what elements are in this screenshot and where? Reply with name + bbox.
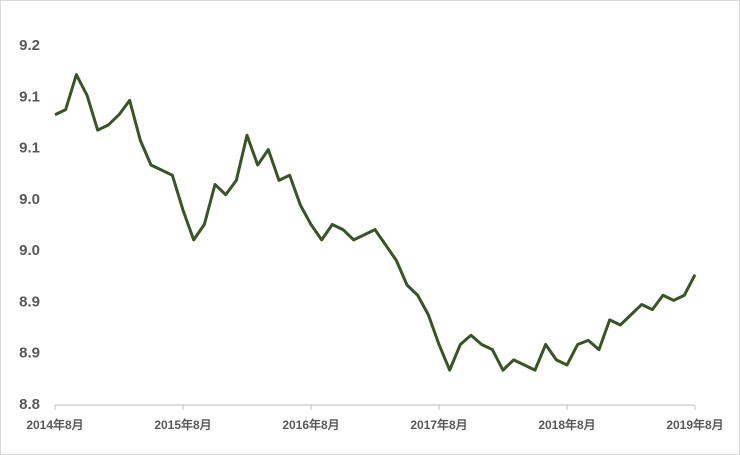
y-tick-label: 9.0 <box>19 191 40 208</box>
y-tick-label: 8.8 <box>19 396 40 413</box>
x-tick-label: 2017年8月 <box>410 417 467 432</box>
x-tick-label: 2015年8月 <box>154 417 211 432</box>
y-tick-label: 8.9 <box>19 293 40 310</box>
x-tick-label: 2019年8月 <box>666 417 723 432</box>
y-tick-label: 9.0 <box>19 242 40 259</box>
data-line <box>54 73 697 372</box>
x-tick-label: 2018年8月 <box>538 417 595 432</box>
y-tick-label: 9.1 <box>19 140 40 157</box>
y-tick-label: 8.9 <box>19 345 40 362</box>
x-tick-label: 2016年8月 <box>282 417 339 432</box>
y-tick-label: 9.1 <box>19 88 40 105</box>
y-tick-label: 9.2 <box>19 37 40 54</box>
x-tick-label: 2014年8月 <box>26 417 83 432</box>
